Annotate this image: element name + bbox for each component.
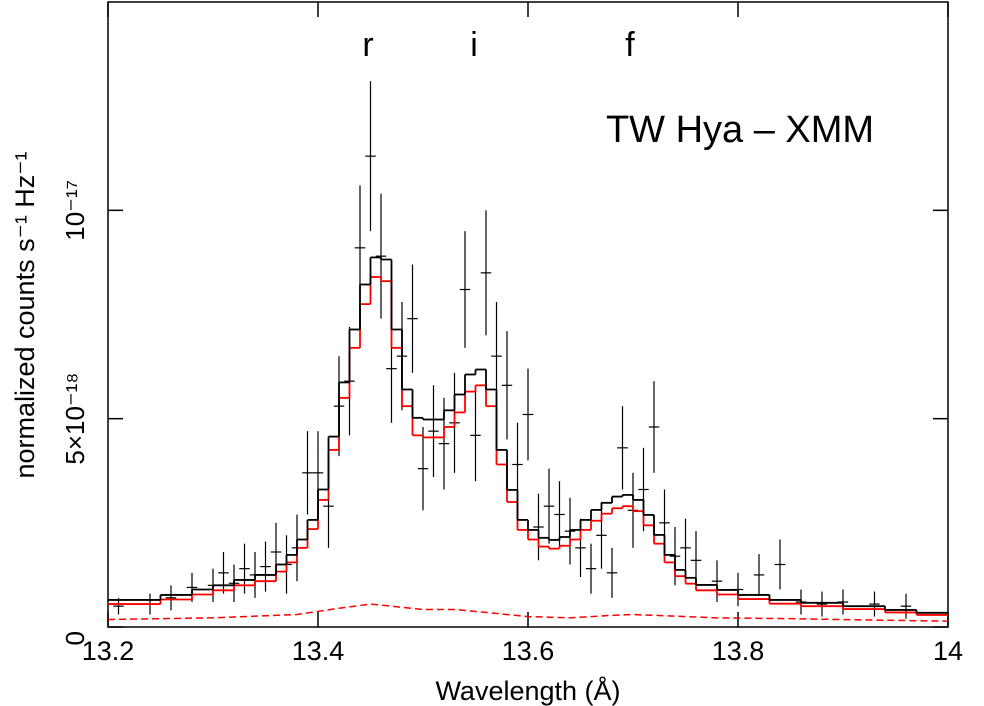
x-tick-label: 13.8 (712, 636, 765, 666)
model-step-connector (159, 257, 918, 613)
x-tick-label: 14 (933, 636, 963, 666)
line-annotation: i (470, 26, 478, 64)
x-tick-label: 13.6 (502, 636, 555, 666)
model-step-connector (159, 277, 918, 615)
x-axis-label: Wavelength (Å) (435, 675, 620, 706)
y-tick-label: 5×10⁻¹⁸ (60, 373, 90, 465)
x-tick-label: 13.2 (82, 636, 135, 666)
line-annotation: f (625, 26, 635, 64)
plot-label: TW Hya – XMM (606, 109, 874, 151)
y-axis-label: normalized counts s⁻¹ Hz⁻¹ (10, 151, 40, 478)
line-annotation: r (362, 26, 373, 64)
model-component (107, 603, 949, 622)
x-tick-label: 13.4 (292, 636, 345, 666)
y-tick-label: 0 (60, 631, 90, 645)
y-tick-label: 10⁻¹⁷ (60, 180, 90, 241)
